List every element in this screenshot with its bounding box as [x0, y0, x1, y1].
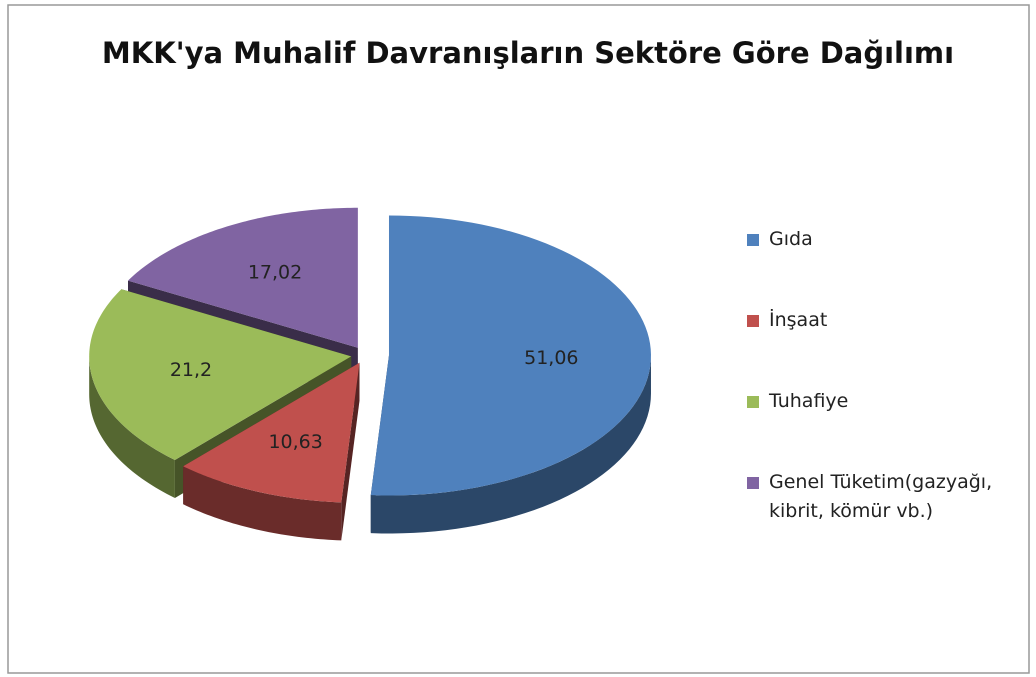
slice-side — [89, 356, 175, 498]
slice-side — [370, 355, 651, 534]
data-label: 51,06 — [524, 347, 578, 369]
legend-swatch — [747, 396, 759, 408]
legend-label: İnşaat — [769, 309, 828, 331]
legend-swatch — [747, 477, 759, 489]
legend-item: Tuhafiye — [745, 387, 1030, 416]
slice-cut-wall — [341, 362, 360, 541]
legend-item: İnşaat — [745, 306, 1030, 335]
legend-label: Genel Tüketim(gazyağı, kibrit, kömür vb.… — [769, 471, 993, 522]
legend: Gıda İnşaat Tuhafiye Genel Tüketim(gazyağı,… — [745, 225, 1030, 578]
legend-swatch — [747, 315, 759, 327]
chart-title: MKK'ya Muhalif Davranışların Sektöre Gör… — [102, 36, 954, 70]
legend-item: Gıda — [745, 225, 1030, 254]
legend-label: Gıda — [769, 228, 813, 250]
slice-side — [183, 466, 342, 541]
data-label: 10,63 — [268, 431, 322, 453]
slice — [183, 362, 360, 503]
legend-item: Genel Tüketim(gazyağı, kibrit, kömür vb.… — [745, 468, 1030, 526]
legend-label: Tuhafiye — [769, 390, 849, 412]
data-label: 17,02 — [248, 262, 302, 284]
slice — [127, 207, 358, 348]
data-label: 21,2 — [170, 359, 212, 381]
slice — [370, 215, 651, 496]
pie: 17,02 21,2 10,63 51,06 — [89, 207, 651, 541]
slice — [89, 289, 352, 460]
legend-swatch — [747, 234, 759, 246]
